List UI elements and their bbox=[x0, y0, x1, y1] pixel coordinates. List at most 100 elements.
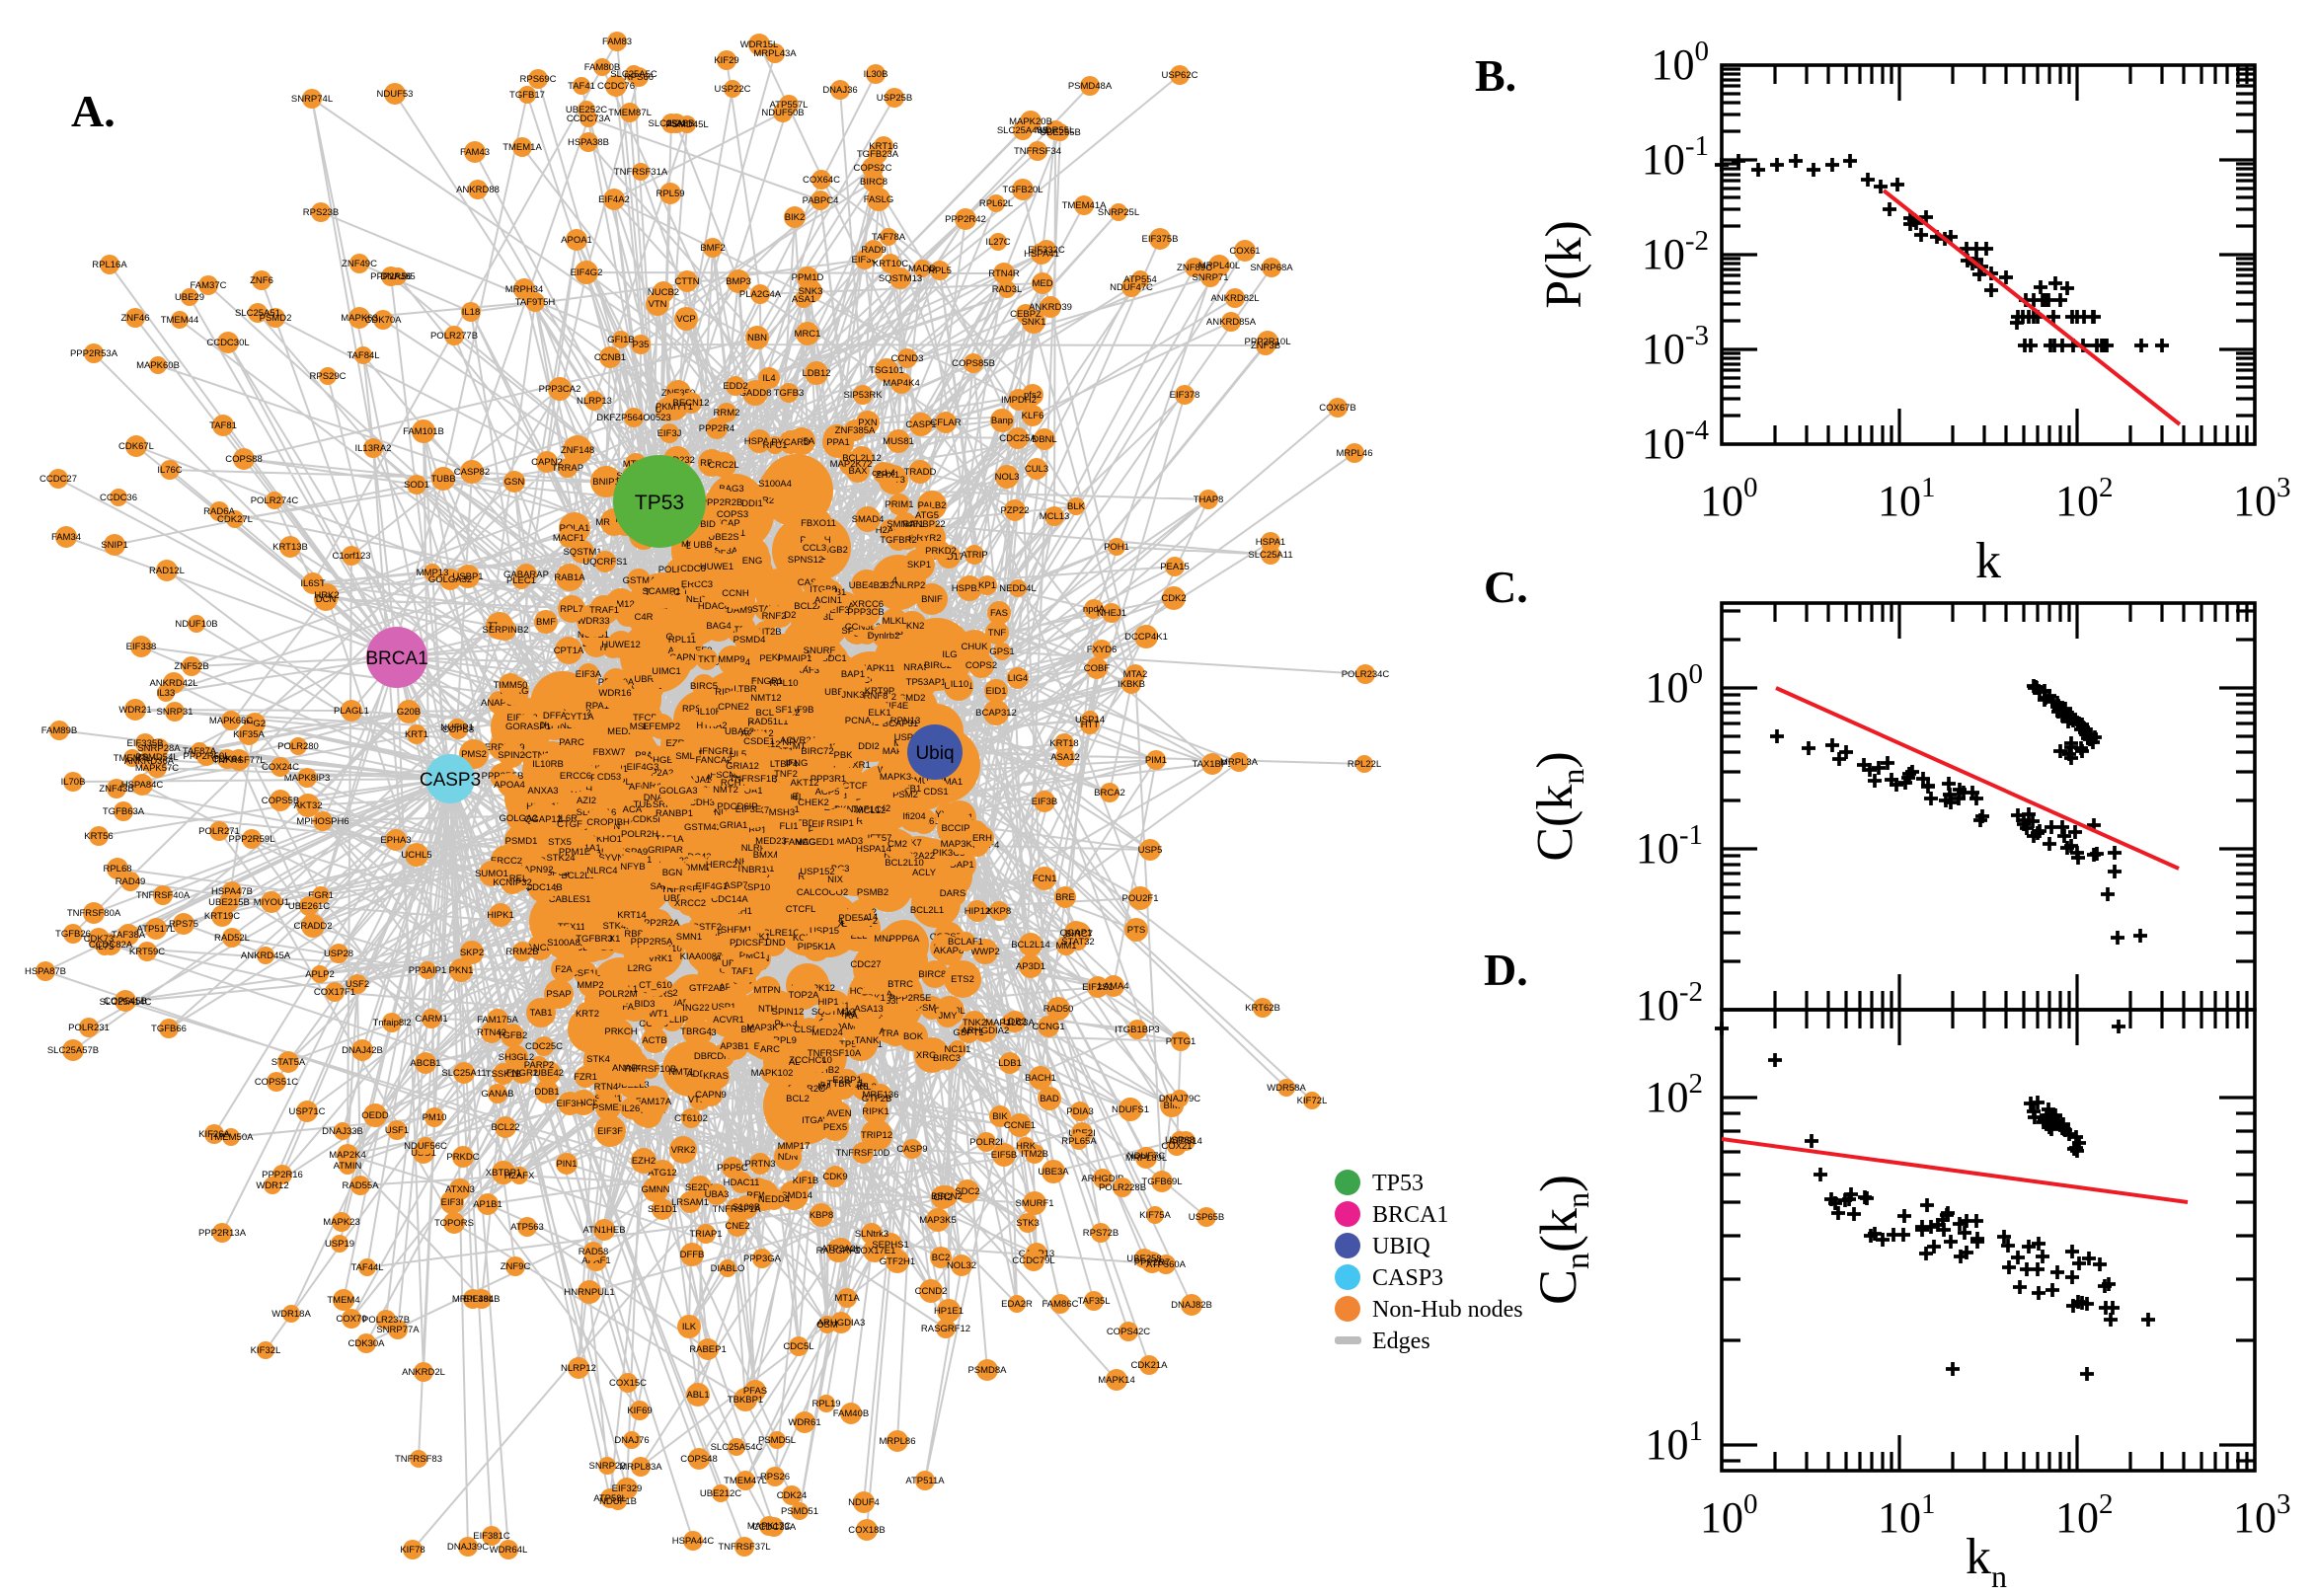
svg-text:RPS29: RPS29 bbox=[682, 704, 712, 715]
svg-text:CCDC76: CCDC76 bbox=[597, 81, 635, 92]
svg-text:ACTB: ACTB bbox=[642, 1035, 666, 1046]
svg-text:MAPK3: MAPK3 bbox=[880, 772, 911, 783]
svg-text:MAPK20B: MAPK20B bbox=[1009, 116, 1052, 127]
svg-text:TRIAP1: TRIAP1 bbox=[689, 1229, 722, 1240]
svg-text:CHUK: CHUK bbox=[962, 642, 989, 652]
svg-text:PCYT1A: PCYT1A bbox=[558, 712, 595, 722]
svg-text:MRC1: MRC1 bbox=[795, 329, 821, 340]
svg-text:SLC25A11: SLC25A11 bbox=[1248, 550, 1292, 561]
svg-text:RPL7: RPL7 bbox=[560, 604, 583, 615]
svg-text:NUCB2: NUCB2 bbox=[648, 287, 679, 298]
svg-text:PPP3GA: PPP3GA bbox=[743, 1254, 782, 1264]
svg-text:SLC25A8B: SLC25A8B bbox=[648, 118, 694, 129]
svg-text:C(kn): C(kn) bbox=[1527, 751, 1590, 861]
svg-text:BAD: BAD bbox=[1040, 1094, 1059, 1104]
svg-text:IFNGR1: IFNGR1 bbox=[700, 746, 734, 757]
svg-text:SLC25A51: SLC25A51 bbox=[235, 308, 280, 319]
svg-text:PPP2R2A: PPP2R2A bbox=[638, 918, 680, 929]
svg-text:PPA1: PPA1 bbox=[826, 437, 850, 448]
svg-text:pfs2: pfs2 bbox=[1024, 390, 1042, 401]
svg-text:PHB2: PHB2 bbox=[815, 1065, 840, 1076]
svg-text:PM10: PM10 bbox=[423, 1112, 447, 1123]
svg-text:NMT12: NMT12 bbox=[750, 693, 781, 704]
svg-text:FCN1: FCN1 bbox=[1033, 874, 1057, 884]
svg-text:NDUF56C: NDUF56C bbox=[404, 1141, 447, 1152]
svg-text:GSTM42: GSTM42 bbox=[684, 822, 722, 833]
svg-text:FAM17A: FAM17A bbox=[636, 1097, 672, 1107]
svg-text:HIPK1: HIPK1 bbox=[487, 910, 513, 921]
svg-text:COX67B: COX67B bbox=[1319, 403, 1356, 414]
svg-text:ATP2A2: ATP2A2 bbox=[640, 768, 674, 779]
svg-text:UBR5: UBR5 bbox=[634, 674, 658, 685]
svg-text:CTTN: CTTN bbox=[674, 276, 699, 287]
svg-text:USP62C: USP62C bbox=[1162, 70, 1198, 81]
svg-text:EIF4E: EIF4E bbox=[883, 701, 908, 712]
svg-text:FSCN1: FSCN1 bbox=[710, 770, 740, 781]
svg-text:RAD12L: RAD12L bbox=[149, 566, 185, 576]
svg-text:BAG4: BAG4 bbox=[706, 621, 731, 632]
svg-text:ATP560A: ATP560A bbox=[1146, 1259, 1187, 1270]
svg-text:TKT: TKT bbox=[698, 654, 716, 665]
svg-text:CDK2: CDK2 bbox=[1161, 593, 1186, 604]
svg-text:Banp: Banp bbox=[991, 416, 1013, 426]
svg-text:RPL62L: RPL62L bbox=[979, 198, 1013, 209]
svg-text:HSPA14: HSPA14 bbox=[856, 844, 891, 855]
svg-text:TP53: TP53 bbox=[635, 492, 684, 514]
svg-text:MED24: MED24 bbox=[811, 1027, 843, 1038]
svg-text:RAD58: RAD58 bbox=[579, 1247, 609, 1257]
svg-text:CPNE2: CPNE2 bbox=[718, 702, 749, 713]
svg-text:EIF378: EIF378 bbox=[1170, 390, 1200, 401]
svg-text:LDB2: LDB2 bbox=[1003, 1017, 1027, 1027]
svg-text:IL6R: IL6R bbox=[558, 813, 578, 824]
svg-text:HRK2: HRK2 bbox=[314, 590, 339, 601]
svg-text:ZHX1: ZHX1 bbox=[876, 470, 899, 481]
svg-text:DFFA: DFFA bbox=[543, 711, 568, 722]
svg-text:DCCP4K1: DCCP4K1 bbox=[1124, 632, 1168, 643]
svg-text:SF1: SF1 bbox=[775, 705, 792, 716]
svg-text:ATP58L: ATP58L bbox=[593, 1493, 627, 1504]
svg-text:MAPK8IP3: MAPK8IP3 bbox=[284, 773, 330, 784]
svg-text:NDUF53: NDUF53 bbox=[377, 89, 414, 100]
svg-text:NDUF10B: NDUF10B bbox=[175, 619, 217, 630]
svg-text:TMEM4: TMEM4 bbox=[327, 1295, 359, 1306]
svg-text:PKN1: PKN1 bbox=[449, 965, 474, 976]
svg-text:KRT18: KRT18 bbox=[1049, 738, 1078, 749]
svg-text:CCDC82A: CCDC82A bbox=[89, 940, 133, 950]
svg-text:COX15C: COX15C bbox=[609, 1378, 647, 1389]
svg-text:UBIQ: UBIQ bbox=[1372, 1234, 1430, 1259]
svg-text:TRAF2: TRAF2 bbox=[881, 1028, 910, 1039]
svg-text:RAD9: RAD9 bbox=[861, 245, 886, 256]
svg-text:ACVR1: ACVR1 bbox=[713, 1015, 744, 1026]
svg-text:CDC27: CDC27 bbox=[850, 959, 881, 970]
svg-text:ZNF6: ZNF6 bbox=[250, 275, 273, 286]
svg-text:RPS72B: RPS72B bbox=[1083, 1228, 1119, 1239]
svg-text:MAGED1: MAGED1 bbox=[795, 837, 834, 848]
svg-text:RPN13: RPN13 bbox=[890, 716, 921, 726]
svg-text:SPNS12: SPNS12 bbox=[788, 555, 823, 566]
svg-text:TGFB23A: TGFB23A bbox=[857, 149, 899, 160]
svg-text:APOA1: APOA1 bbox=[561, 235, 592, 246]
svg-text:POU2F1: POU2F1 bbox=[1122, 893, 1159, 904]
svg-text:EIF4G2: EIF4G2 bbox=[571, 267, 603, 278]
svg-text:FANCG: FANCG bbox=[784, 837, 816, 848]
svg-text:RAD50: RAD50 bbox=[1043, 1004, 1074, 1015]
svg-text:CT_610: CT_610 bbox=[639, 980, 672, 991]
svg-text:UBE4B2: UBE4B2 bbox=[849, 580, 885, 591]
svg-text:TGFB17: TGFB17 bbox=[509, 90, 545, 101]
svg-text:RRM2: RRM2 bbox=[714, 408, 740, 418]
svg-text:TFCP2: TFCP2 bbox=[633, 713, 662, 723]
svg-text:BCLAF1: BCLAF1 bbox=[948, 937, 983, 948]
svg-text:STK24: STK24 bbox=[546, 853, 575, 864]
svg-text:POLR228B: POLR228B bbox=[1099, 1182, 1146, 1193]
svg-text:DNAJ79C: DNAJ79C bbox=[1159, 1094, 1200, 1104]
svg-text:DNAJ85: DNAJ85 bbox=[380, 271, 415, 282]
svg-text:FAM40B: FAM40B bbox=[833, 1408, 869, 1419]
svg-text:TP53AP1: TP53AP1 bbox=[906, 677, 947, 688]
svg-text:WT1: WT1 bbox=[649, 1009, 668, 1020]
svg-text:SQSTM1: SQSTM1 bbox=[563, 547, 601, 558]
svg-text:PSMD5L: PSMD5L bbox=[758, 1435, 796, 1446]
svg-text:NIX: NIX bbox=[827, 874, 844, 885]
svg-text:TUBB: TUBB bbox=[430, 474, 455, 485]
svg-text:PPP2R42: PPP2R42 bbox=[945, 214, 986, 225]
svg-text:SDC1: SDC1 bbox=[821, 653, 846, 664]
